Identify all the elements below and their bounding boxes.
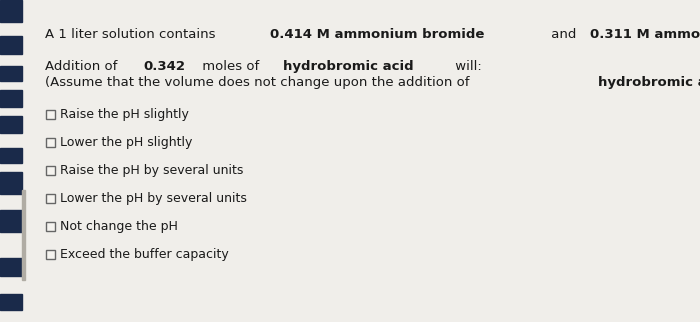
Text: Raise the pH by several units: Raise the pH by several units xyxy=(60,164,244,177)
FancyBboxPatch shape xyxy=(46,110,55,119)
Bar xyxy=(0,148,22,163)
Text: hydrobromic acid.: hydrobromic acid. xyxy=(598,76,700,89)
Bar xyxy=(0,66,22,81)
FancyBboxPatch shape xyxy=(46,166,55,175)
FancyBboxPatch shape xyxy=(46,250,55,259)
Text: hydrobromic acid: hydrobromic acid xyxy=(283,60,413,73)
Bar xyxy=(0,116,22,133)
Text: will:: will: xyxy=(451,60,482,73)
Text: moles of: moles of xyxy=(198,60,264,73)
Bar xyxy=(0,0,22,22)
Text: Lower the pH slightly: Lower the pH slightly xyxy=(60,136,192,149)
Text: 0.342: 0.342 xyxy=(144,60,186,73)
Text: and: and xyxy=(547,28,581,41)
FancyBboxPatch shape xyxy=(46,222,55,231)
Text: Lower the pH by several units: Lower the pH by several units xyxy=(60,192,247,205)
Bar xyxy=(0,90,22,107)
Text: (Assume that the volume does not change upon the addition of: (Assume that the volume does not change … xyxy=(45,76,474,89)
Text: 0.311 M ammonia: 0.311 M ammonia xyxy=(591,28,700,41)
Text: Exceed the buffer capacity: Exceed the buffer capacity xyxy=(60,248,229,261)
FancyBboxPatch shape xyxy=(46,194,55,203)
Text: Addition of: Addition of xyxy=(45,60,122,73)
Bar xyxy=(0,36,22,54)
Text: Not change the pH: Not change the pH xyxy=(60,220,178,233)
Bar xyxy=(0,294,22,310)
Text: A 1 liter solution contains: A 1 liter solution contains xyxy=(45,28,220,41)
Text: 0.414 M ammonium bromide: 0.414 M ammonium bromide xyxy=(270,28,485,41)
Bar xyxy=(0,210,22,232)
Bar xyxy=(0,172,22,194)
FancyBboxPatch shape xyxy=(46,138,55,147)
Bar xyxy=(0,258,22,276)
Bar xyxy=(22,190,25,280)
Text: Raise the pH slightly: Raise the pH slightly xyxy=(60,108,189,121)
